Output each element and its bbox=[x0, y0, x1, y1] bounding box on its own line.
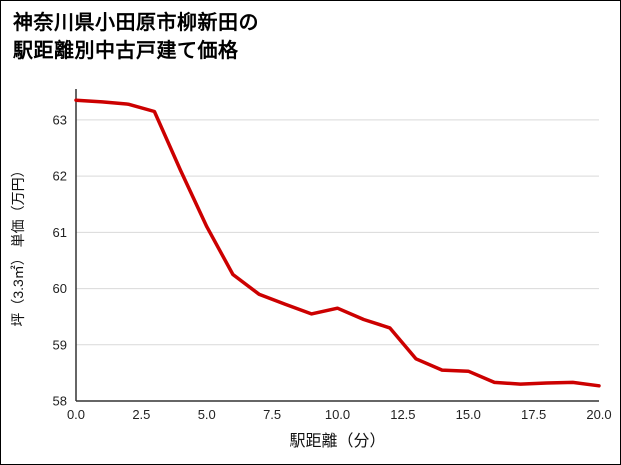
x-axis-title: 駅距離（分） bbox=[289, 432, 385, 450]
y-tick-label: 59 bbox=[53, 337, 67, 352]
y-tick-label: 62 bbox=[53, 169, 67, 184]
x-tick-label: 2.5 bbox=[132, 407, 150, 422]
x-tick-label: 12.5 bbox=[390, 407, 415, 422]
y-tick-label: 61 bbox=[53, 225, 67, 240]
chart-title-line1: 神奈川県小田原市柳新田の bbox=[13, 12, 259, 34]
x-tick-label: 7.5 bbox=[263, 407, 281, 422]
y-tick-label: 63 bbox=[53, 112, 67, 127]
x-tick-label: 0.0 bbox=[67, 407, 85, 422]
x-tick-label: 15.0 bbox=[456, 407, 481, 422]
x-tick-label: 17.5 bbox=[521, 407, 546, 422]
y-tick-label: 60 bbox=[53, 281, 67, 296]
chart-title-line2: 駅距離別中古戸建て価格 bbox=[13, 40, 239, 62]
x-tick-label: 20.0 bbox=[586, 407, 611, 422]
y-tick-label: 58 bbox=[53, 394, 67, 409]
chart-title: 神奈川県小田原市柳新田の 駅距離別中古戸建て価格 bbox=[13, 9, 259, 65]
x-tick-label: 5.0 bbox=[198, 407, 216, 422]
y-axis-title: 坪（3.3㎡） 単価（万円） bbox=[10, 163, 26, 326]
x-tick-label: 10.0 bbox=[325, 407, 350, 422]
price-line bbox=[74, 98, 601, 388]
